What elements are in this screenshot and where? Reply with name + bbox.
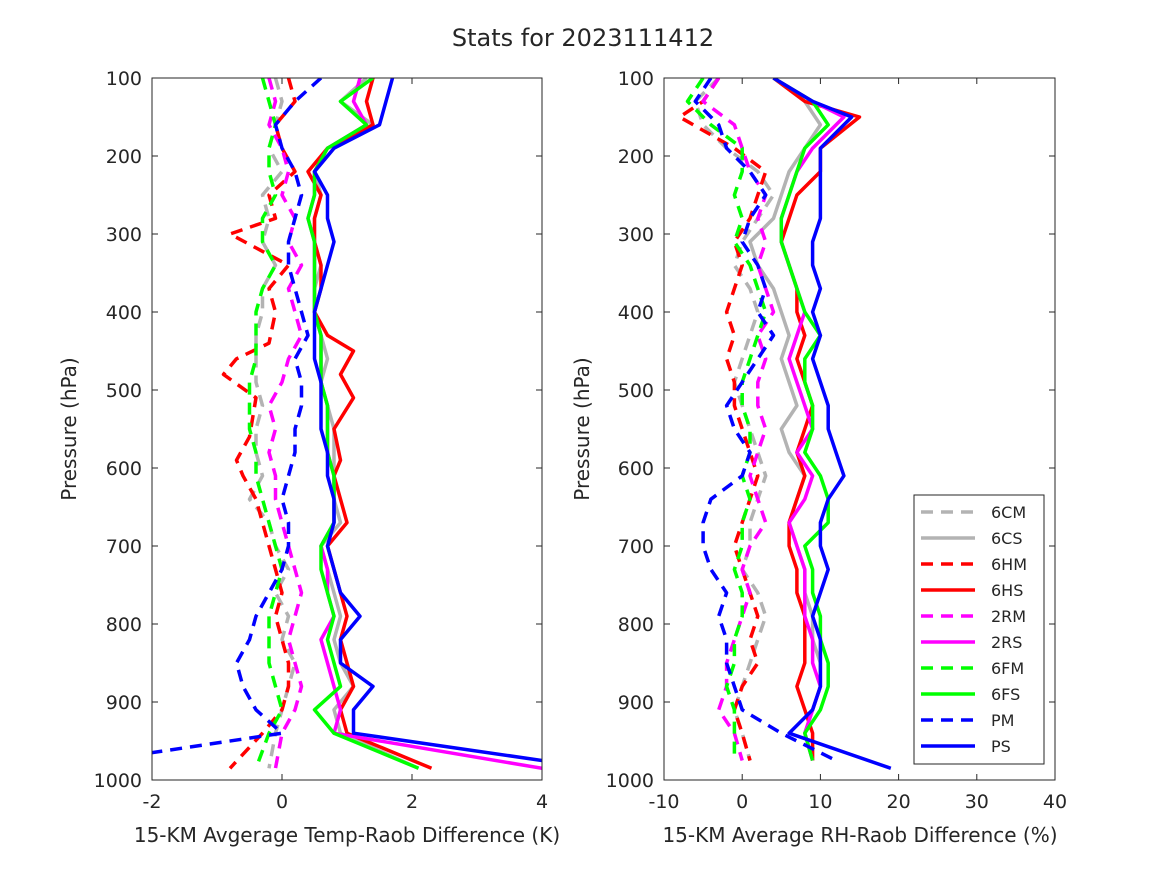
temp-series-6fs (306, 78, 420, 770)
temp-xtick-label: 0 (276, 791, 288, 813)
legend: 6CM 6CS 6HM 6HS 2RM 2RS 6FM 6FS PM PS (913, 494, 1045, 765)
rh-xtick-label: -10 (648, 791, 679, 813)
temp-xtick-label: 2 (406, 791, 418, 813)
rh-series-6fm (685, 78, 768, 761)
temp-xtick-label: 4 (536, 791, 548, 813)
temp-x-axis-label: 15-KM Avgerage Temp-Raob Difference (K) (134, 823, 560, 847)
legend-label-6hm: 6HM (991, 555, 1027, 574)
temp-ytick-label: 100 (106, 68, 142, 90)
legend-label-6cm: 6CM (991, 503, 1026, 522)
rh-series-ps (772, 78, 892, 770)
legend-label-pm: PM (991, 711, 1014, 730)
rh-ytick-label: 600 (618, 458, 654, 480)
rh-xtick-label: 20 (887, 791, 911, 813)
rh-ytick-label: 1000 (606, 770, 654, 792)
legend-label-6fs: 6FS (991, 685, 1020, 704)
rh-series-pm (693, 78, 837, 763)
rh-plot-frame (663, 77, 1056, 781)
legend-box (913, 494, 1045, 765)
legend-label-6hs: 6HS (991, 581, 1023, 600)
rh-xtick-label: 0 (736, 791, 748, 813)
rh-plot-lines (677, 78, 892, 770)
temp-y-axis-label: Pressure (hPa) (57, 357, 81, 500)
temp-ytick-label: 800 (106, 614, 142, 636)
rh-ytick-label: 900 (618, 692, 654, 714)
legend-label-2rm: 2RM (991, 607, 1026, 626)
temp-ytick-label: 500 (106, 380, 142, 402)
rh-ytick-label: 800 (618, 614, 654, 636)
temp-plot-frame (151, 77, 543, 781)
rh-x-axis-label: 15-KM Average RH-Raob Difference (%) (662, 823, 1057, 847)
legend-label-6fm: 6FM (991, 659, 1024, 678)
temp-panel: -2 0 2 4 100 200 300 400 500 600 700 800 900 1000 15-… (57, 68, 560, 847)
temp-series-6hm (221, 78, 297, 770)
temp-ticks: -2 0 2 4 100 200 300 400 500 600 700 800 900 1000 (94, 68, 548, 813)
temp-plot-lines (152, 78, 542, 771)
rh-panel: -10 0 10 20 30 40 100 200 300 400 500 600 700 800 900 1… (570, 68, 1067, 847)
temp-ytick-label: 300 (106, 224, 142, 246)
temp-ytick-label: 600 (106, 458, 142, 480)
temp-series-2rm (267, 78, 304, 769)
temp-series-pm (152, 78, 323, 755)
rh-xtick-label: 40 (1043, 791, 1067, 813)
rh-xtick-label: 10 (808, 791, 832, 813)
rh-ytick-label: 700 (618, 536, 654, 558)
legend-label-ps: PS (991, 737, 1011, 756)
rh-ytick-label: 100 (618, 68, 654, 90)
temp-ytick-label: 1000 (94, 770, 142, 792)
legend-items: 6CM 6CS 6HM 6HS 2RM 2RS 6FM 6FS PM PS (921, 503, 1027, 756)
rh-ytick-label: 400 (618, 302, 654, 324)
rh-ticks: -10 0 10 20 30 40 100 200 300 400 500 600 700 800 900 1… (606, 68, 1067, 813)
rh-ytick-label: 500 (618, 380, 654, 402)
temp-xtick-label: -2 (143, 791, 162, 813)
legend-label-2rs: 2RS (991, 633, 1022, 652)
rh-ytick-label: 300 (618, 224, 654, 246)
temp-ytick-label: 200 (106, 146, 142, 168)
temp-series-6fm (247, 78, 284, 769)
rh-xtick-label: 30 (965, 791, 989, 813)
rh-ytick-label: 200 (618, 146, 654, 168)
temp-ytick-label: 900 (106, 692, 142, 714)
temp-series-ps (312, 78, 542, 763)
temp-ytick-label: 400 (106, 302, 142, 324)
figure-title: Stats for 2023111412 (452, 24, 714, 52)
legend-label-6cs: 6CS (991, 529, 1023, 548)
rh-y-axis-label: Pressure (hPa) (570, 357, 594, 500)
temp-ytick-label: 700 (106, 536, 142, 558)
temp-series-6cm (247, 78, 297, 769)
